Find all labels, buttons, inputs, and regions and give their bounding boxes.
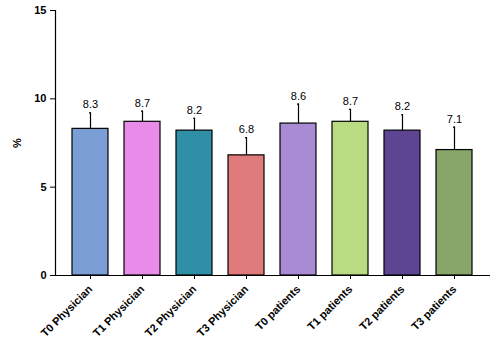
svg-text:T2 Physician: T2 Physician [142,283,198,339]
svg-text:7.1: 7.1 [447,113,462,125]
svg-text:8.2: 8.2 [187,104,202,116]
svg-text:5: 5 [40,181,46,193]
svg-text:8.7: 8.7 [343,95,358,107]
svg-text:T0 patients: T0 patients [253,283,303,333]
svg-text:T3 Physician: T3 Physician [194,283,250,339]
svg-text:15: 15 [34,4,46,16]
svg-text:T3 patients: T3 patients [409,283,459,333]
svg-text:6.8: 6.8 [239,123,254,135]
svg-text:8.7: 8.7 [135,97,150,109]
svg-text:T1 Physician: T1 Physician [90,283,146,339]
svg-text:8.6: 8.6 [291,90,306,102]
svg-text:T1 patients: T1 patients [305,283,355,333]
svg-text:T2 patients: T2 patients [357,283,407,333]
svg-text:8.2: 8.2 [395,100,410,112]
svg-text:%: % [11,138,23,148]
svg-text:10: 10 [34,92,46,104]
svg-text:T0 Physician: T0 Physician [38,283,94,339]
svg-text:8.3: 8.3 [83,98,98,110]
svg-text:0: 0 [40,269,46,281]
